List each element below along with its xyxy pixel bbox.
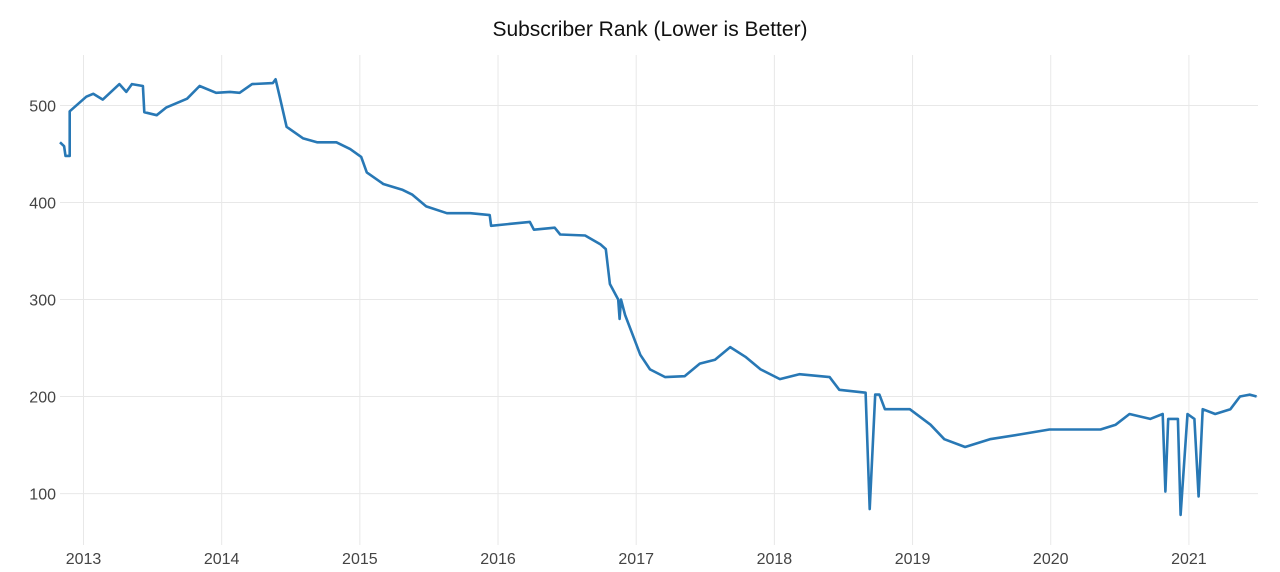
- chart-title: Subscriber Rank (Lower is Better): [492, 18, 807, 41]
- gridlines: [60, 55, 1258, 545]
- x-tick-label: 2021: [1171, 551, 1207, 568]
- x-tick-label: 2018: [757, 551, 793, 568]
- y-tick-label: 100: [29, 487, 56, 504]
- y-tick-label: 400: [29, 195, 56, 212]
- x-tick-label: 2013: [66, 551, 102, 568]
- y-tick-label: 200: [29, 390, 56, 407]
- x-tick-label: 2017: [618, 551, 654, 568]
- y-tick-label: 500: [29, 98, 56, 115]
- x-tick-label: 2016: [480, 551, 516, 568]
- x-axis-ticks: 2013 2014 2015 2016 2017 2018 2019 2020 2021: [66, 551, 1207, 568]
- x-tick-label: 2014: [204, 551, 240, 568]
- x-tick-label: 2020: [1033, 551, 1069, 568]
- x-tick-label: 2019: [895, 551, 931, 568]
- y-axis-ticks: 100 200 300 400 500: [29, 98, 56, 503]
- y-tick-label: 300: [29, 293, 56, 310]
- series-line-subscriber-rank: [59, 78, 1257, 517]
- x-tick-label: 2015: [342, 551, 378, 568]
